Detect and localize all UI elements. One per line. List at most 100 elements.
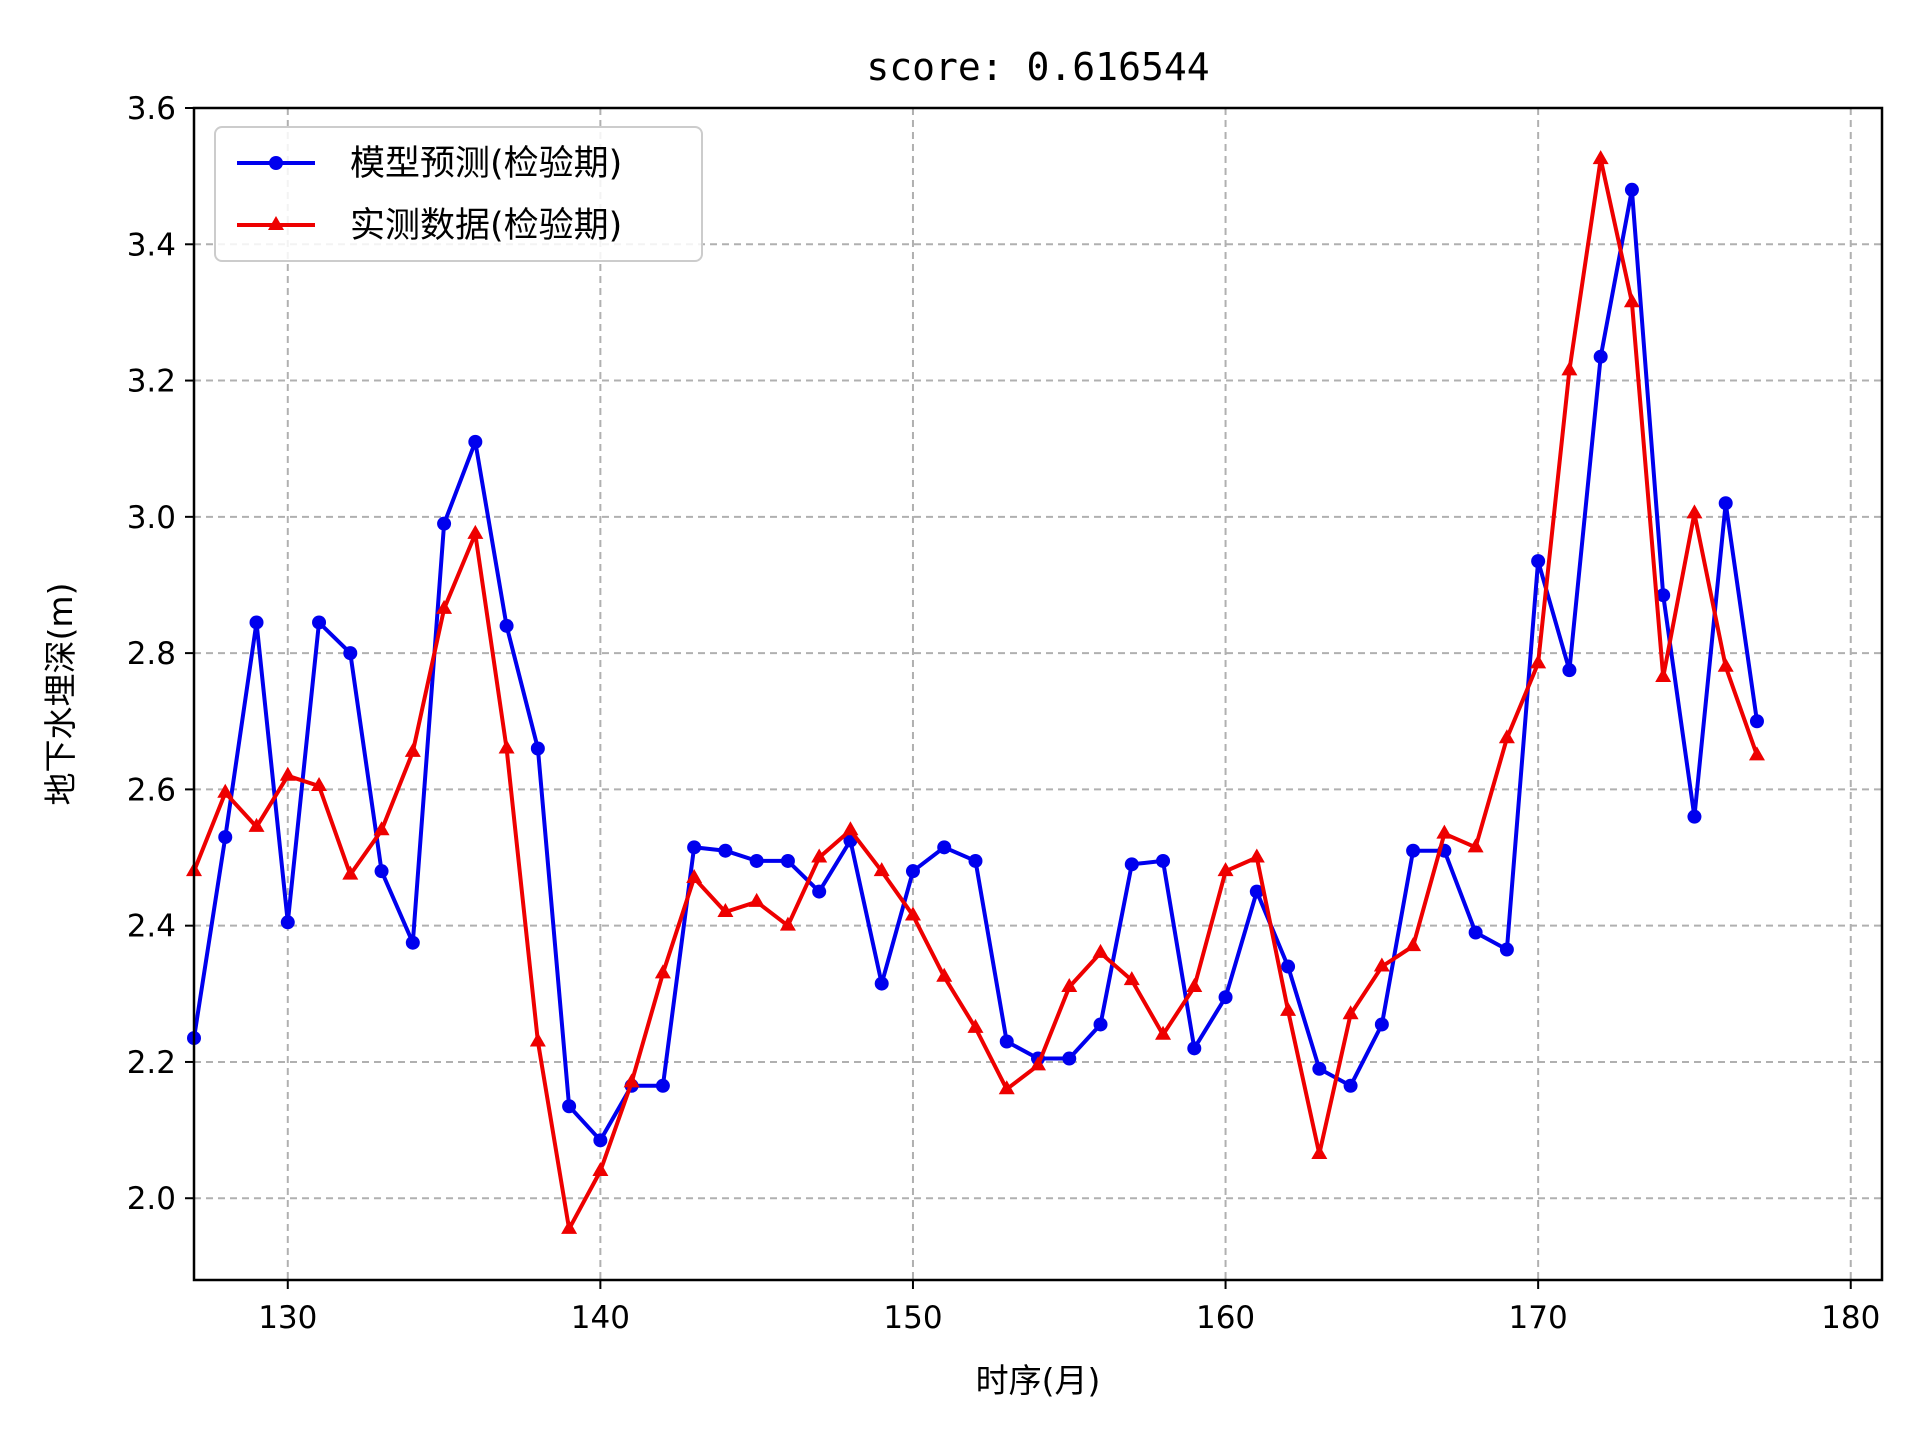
data-point [998, 1080, 1015, 1095]
data-point [968, 853, 983, 868]
data-point [623, 1073, 640, 1088]
data-point [936, 967, 953, 982]
data-point [279, 766, 296, 781]
plot-frame [192, 106, 1884, 1282]
data-point [811, 848, 828, 863]
data-point [1187, 1041, 1202, 1056]
series-model-prediction [187, 182, 1764, 1148]
y-axis-label: 地下水埋深(m) [41, 583, 80, 806]
data-point [655, 1078, 670, 1093]
data-point [529, 1032, 546, 1047]
data-point [1748, 746, 1765, 761]
data-point [1686, 504, 1703, 519]
data-point [1531, 554, 1546, 569]
data-point [1406, 843, 1421, 858]
data-point [937, 840, 952, 855]
data-point [905, 864, 920, 879]
data-point [1342, 1005, 1359, 1020]
data-point [312, 615, 327, 630]
data-point [1468, 925, 1483, 940]
data-point [218, 830, 233, 845]
axis-ticks: 130 140 150 160 170 180 2.0 2.2 2.4 2.6 2.8 3.0 3.2 3… [127, 91, 1881, 1336]
data-point [217, 783, 234, 798]
data-point [967, 1018, 984, 1033]
data-point [1592, 150, 1609, 165]
data-point [1687, 809, 1702, 824]
y-tick-label: 3.6 [127, 91, 176, 127]
data-point [1311, 1144, 1328, 1159]
data-point [1092, 943, 1109, 958]
legend-box [214, 126, 703, 262]
data-point [1593, 349, 1608, 364]
data-point [343, 646, 358, 661]
data-point [749, 853, 764, 868]
data-point [1656, 588, 1671, 603]
x-axis-label: 时序(月) [976, 1361, 1101, 1400]
legend-marker-model [269, 156, 283, 170]
data-point [999, 1034, 1014, 1049]
data-point [404, 742, 421, 757]
data-point [1248, 848, 1265, 863]
data-point [592, 1161, 609, 1176]
data-point [562, 1099, 577, 1114]
data-point [1562, 663, 1577, 678]
data-point [1436, 824, 1453, 839]
y-tick-label: 3.2 [127, 364, 176, 400]
data-point [1530, 654, 1547, 669]
data-point [1623, 293, 1640, 308]
data-point [1373, 957, 1390, 972]
data-point [1155, 1025, 1172, 1040]
data-point [1749, 714, 1764, 729]
data-point [687, 840, 702, 855]
data-point [1343, 1078, 1358, 1093]
data-point [748, 892, 765, 907]
data-point [373, 821, 390, 836]
data-point [405, 935, 420, 950]
legend: 模型预测(检验期) 实测数据(检验期) [214, 126, 703, 262]
y-tick-label: 2.8 [127, 636, 176, 672]
data-point [1062, 1051, 1077, 1066]
legend-label-observed: 实测数据(检验期) [350, 206, 622, 246]
data-point [1499, 942, 1514, 957]
data-point [654, 964, 671, 979]
data-point [467, 524, 484, 539]
data-point [498, 739, 515, 754]
data-point [1030, 1056, 1046, 1071]
data-point [1156, 853, 1171, 868]
data-point [530, 741, 545, 756]
data-point [1217, 862, 1234, 877]
data-point [1655, 667, 1672, 682]
data-point [248, 817, 265, 832]
x-tick-label: 140 [571, 1300, 630, 1336]
data-point [842, 821, 859, 836]
data-point [374, 864, 389, 879]
data-point [718, 843, 733, 858]
data-point [342, 865, 359, 880]
data-point [1218, 990, 1233, 1005]
data-point [812, 884, 827, 899]
data-point [1624, 182, 1639, 197]
data-point [780, 853, 795, 868]
data-point [1717, 657, 1734, 672]
x-tick-label: 130 [258, 1300, 317, 1336]
grid [194, 107, 1882, 1280]
data-point [686, 868, 703, 883]
legend-marker-observed [268, 216, 284, 230]
data-point [1280, 1001, 1297, 1016]
chart-title: score: 0.616544 [866, 45, 1209, 89]
data-point [1405, 937, 1422, 952]
data-point [1312, 1061, 1327, 1076]
x-tick-label: 180 [1821, 1300, 1880, 1336]
data-point [1467, 838, 1484, 853]
x-tick-label: 150 [883, 1300, 942, 1336]
data-point [1186, 978, 1203, 992]
x-tick-label: 160 [1196, 1300, 1255, 1336]
data-point [904, 906, 921, 921]
legend-label-model: 模型预测(检验期) [350, 144, 622, 184]
data-point [1249, 884, 1264, 899]
data-point [593, 1133, 608, 1148]
data-point [468, 434, 483, 449]
data-point [436, 599, 453, 614]
data-point [1374, 1017, 1389, 1032]
